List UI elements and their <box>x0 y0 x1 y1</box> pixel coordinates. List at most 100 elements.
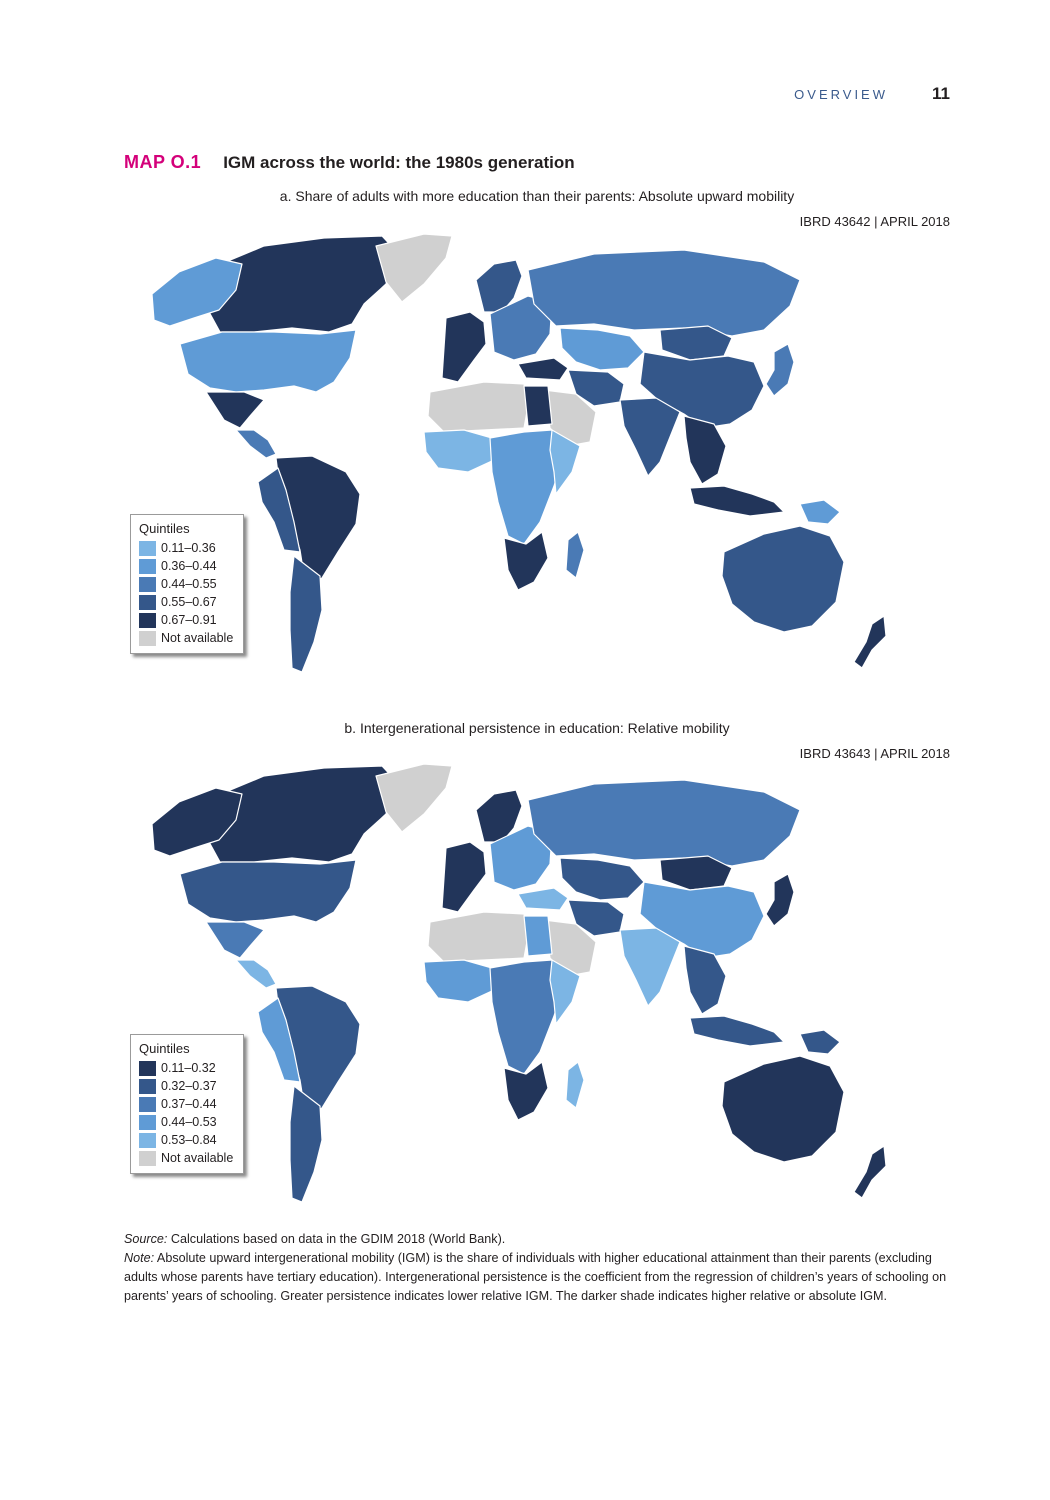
region-mexico <box>205 921 265 959</box>
region-new-zealand <box>853 615 887 669</box>
legend-swatch <box>139 576 156 592</box>
map-heading: MAP O.1 IGM across the world: the 1980s … <box>124 152 575 173</box>
region-new-zealand <box>853 1145 887 1199</box>
panel-a-map <box>151 233 887 673</box>
region-eastern-europe <box>489 295 553 361</box>
note-paragraph: Note: Absolute upward intergenerational … <box>124 1249 954 1306</box>
region-central-america <box>235 429 277 459</box>
legend-label: Not available <box>161 1151 234 1165</box>
legend-label: 0.44–0.53 <box>161 1115 217 1129</box>
legend-label: 0.44–0.55 <box>161 577 217 591</box>
running-head: OVERVIEW 11 <box>794 84 950 104</box>
note-label: Note: <box>124 1251 155 1265</box>
region-canada <box>207 765 400 863</box>
region-papua <box>799 499 841 525</box>
region-russia <box>527 779 801 867</box>
legend-item: Not available <box>139 1149 235 1167</box>
region-china <box>639 351 765 429</box>
region-western-europe <box>441 311 487 383</box>
map-label: MAP O.1 <box>124 152 202 172</box>
map-title: IGM across the world: the 1980s generati… <box>223 153 575 172</box>
region-japan <box>765 343 795 397</box>
region-south-america-west <box>257 997 301 1083</box>
panel-b-ibrd: IBRD 43643 | APRIL 2018 <box>799 746 950 761</box>
region-arabian-peninsula <box>543 919 597 977</box>
legend-label: 0.37–0.44 <box>161 1097 217 1111</box>
region-arabian-peninsula <box>543 389 597 447</box>
region-papua <box>799 1029 841 1055</box>
region-southeast-asia <box>683 415 727 485</box>
region-australia <box>721 525 845 633</box>
region-scandinavia <box>475 259 523 313</box>
region-southern-cone <box>289 555 323 673</box>
legend-swatch <box>139 1150 156 1166</box>
panel-b-title: b. Intergenerational persistence in educ… <box>344 720 730 736</box>
legend-swatch <box>139 1096 156 1112</box>
region-west-africa <box>423 429 495 473</box>
region-egypt <box>523 915 553 957</box>
region-southern-cone <box>289 1085 323 1203</box>
legend-swatch <box>139 1114 156 1130</box>
region-india <box>619 397 681 477</box>
region-china <box>639 881 765 959</box>
legend-item: 0.44–0.53 <box>139 1113 235 1131</box>
region-eastern-europe <box>489 825 553 891</box>
region-egypt <box>523 385 553 427</box>
region-australia <box>721 1055 845 1163</box>
footnotes: Source: Calculations based on data in th… <box>124 1230 954 1306</box>
region-north-africa <box>427 381 529 433</box>
legend-title: Quintiles <box>139 521 190 536</box>
region-central-asia <box>559 857 645 901</box>
region-east-africa <box>549 429 581 495</box>
region-usa <box>179 859 357 923</box>
source-text: Calculations based on data in the GDIM 2… <box>170 1232 506 1246</box>
legend-label: 0.32–0.37 <box>161 1079 217 1093</box>
region-madagascar <box>565 1061 585 1109</box>
region-north-africa <box>427 911 529 963</box>
region-central-africa <box>489 959 565 1075</box>
legend-swatch <box>139 558 156 574</box>
panel-a-ibrd: IBRD 43642 | APRIL 2018 <box>799 214 950 229</box>
legend-item: 0.11–0.36 <box>139 539 235 557</box>
region-central-america <box>235 959 277 989</box>
panel-b-map <box>151 763 887 1203</box>
legend-item: Not available <box>139 629 235 647</box>
legend-swatch <box>139 612 156 628</box>
legend-swatch <box>139 1132 156 1148</box>
region-japan <box>765 873 795 927</box>
legend-label: 0.11–0.36 <box>161 541 216 555</box>
region-canada <box>207 235 400 333</box>
legend-label: 0.53–0.84 <box>161 1133 217 1147</box>
region-usa <box>179 329 357 393</box>
legend-label: 0.36–0.44 <box>161 559 217 573</box>
region-madagascar <box>565 531 585 579</box>
legend-item: 0.67–0.91 <box>139 611 235 629</box>
source-line: Source: Calculations based on data in th… <box>124 1230 954 1249</box>
note-text: Absolute upward intergenerational mobili… <box>124 1251 947 1303</box>
legend-label: 0.11–0.32 <box>161 1061 216 1075</box>
legend-item: 0.53–0.84 <box>139 1131 235 1149</box>
region-greenland <box>375 233 453 303</box>
region-central-africa <box>489 429 565 545</box>
legend-label: 0.67–0.91 <box>161 613 217 627</box>
legend-label: 0.55–0.67 <box>161 595 217 609</box>
region-western-europe <box>441 841 487 913</box>
legend-swatch <box>139 540 156 556</box>
region-south-america-west <box>257 467 301 553</box>
legend-swatch <box>139 1060 156 1076</box>
page-number: 11 <box>932 84 950 103</box>
panel-b-legend: Quintiles 0.11–0.32 0.32–0.37 0.37–0.44 … <box>130 1034 244 1174</box>
legend-item: 0.37–0.44 <box>139 1095 235 1113</box>
region-west-africa <box>423 959 495 1003</box>
region-turkey <box>517 357 569 381</box>
legend-swatch <box>139 630 156 646</box>
region-turkey <box>517 887 569 911</box>
legend-item: 0.11–0.32 <box>139 1059 235 1077</box>
legend-item: 0.44–0.55 <box>139 575 235 593</box>
region-greenland <box>375 763 453 833</box>
source-label: Source: <box>124 1232 168 1246</box>
legend-swatch <box>139 1078 156 1094</box>
region-indonesia <box>689 1015 785 1047</box>
region-alaska <box>151 257 243 327</box>
region-southeast-asia <box>683 945 727 1015</box>
